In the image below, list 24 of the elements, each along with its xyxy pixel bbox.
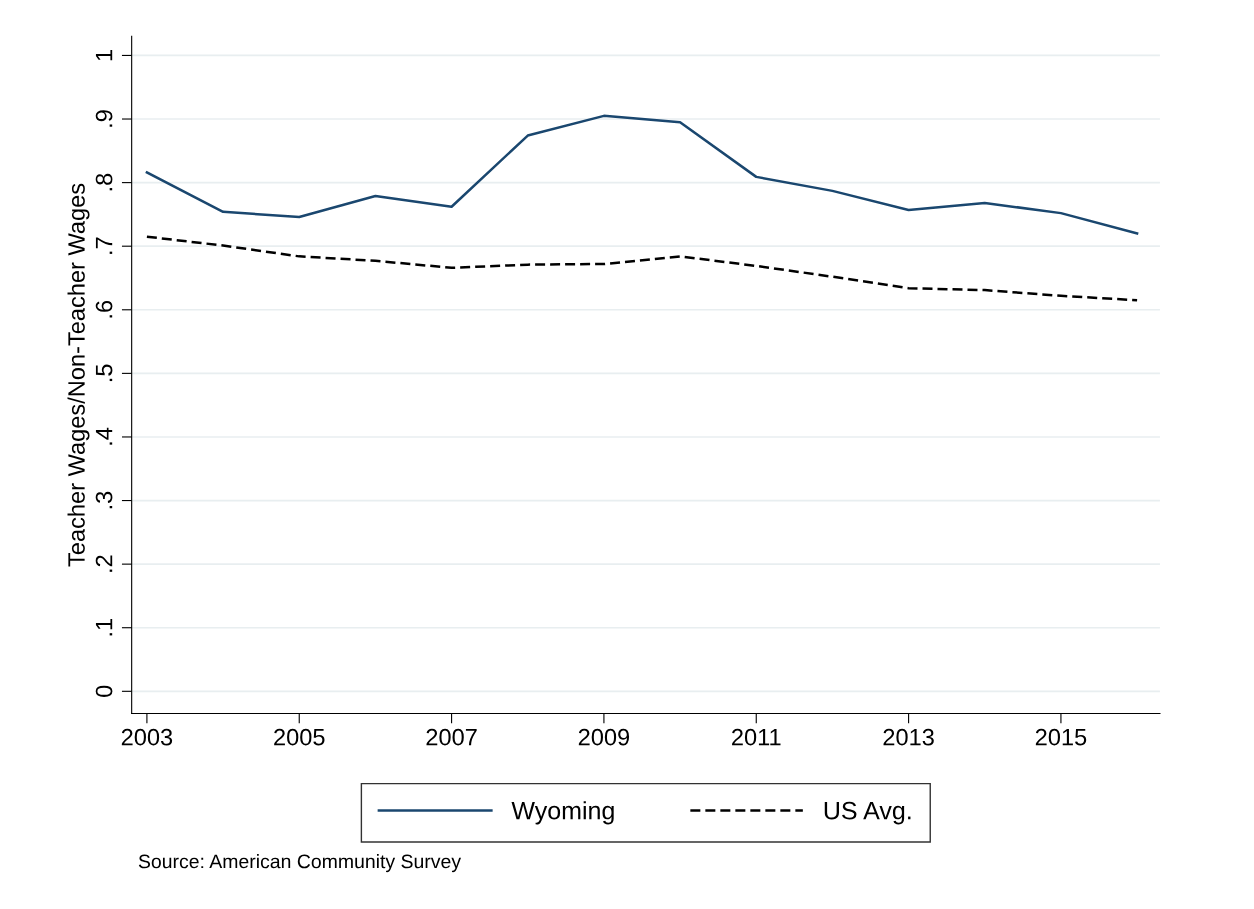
y-tick-label: .6 bbox=[95, 300, 113, 318]
y-tick-label: .8 bbox=[95, 173, 113, 191]
y-tick-label: 0 bbox=[95, 685, 113, 697]
x-tick-label: 2015 bbox=[1035, 728, 1087, 746]
y-tick-label: 1 bbox=[95, 50, 113, 61]
legend-label: US Avg. bbox=[824, 801, 911, 825]
x-tick-label: 2003 bbox=[121, 728, 173, 746]
line-series bbox=[145, 235, 1139, 302]
y-tick-label: .3 bbox=[95, 491, 113, 509]
x-tick-label: 2009 bbox=[578, 728, 630, 746]
source-note: Source: American Community Survey bbox=[138, 854, 462, 873]
x-tick-label: 2013 bbox=[883, 728, 934, 746]
y-tick-label: .7 bbox=[95, 237, 113, 254]
y-tick-label: .1 bbox=[95, 619, 113, 636]
legend-label: Wyoming bbox=[511, 801, 614, 825]
line-series bbox=[145, 114, 1139, 235]
x-tick-label: 2011 bbox=[732, 728, 781, 746]
x-tick-label: 2007 bbox=[426, 728, 477, 746]
x-tick-label: 2005 bbox=[274, 728, 325, 746]
y-tick-label: .9 bbox=[95, 110, 113, 127]
y-tick-label: .4 bbox=[95, 427, 113, 445]
y-tick-label: .5 bbox=[95, 364, 113, 382]
y-axis-title: Teacher Wages/Non-Teacher Wages bbox=[67, 183, 90, 567]
y-tick-label: .2 bbox=[95, 555, 113, 572]
